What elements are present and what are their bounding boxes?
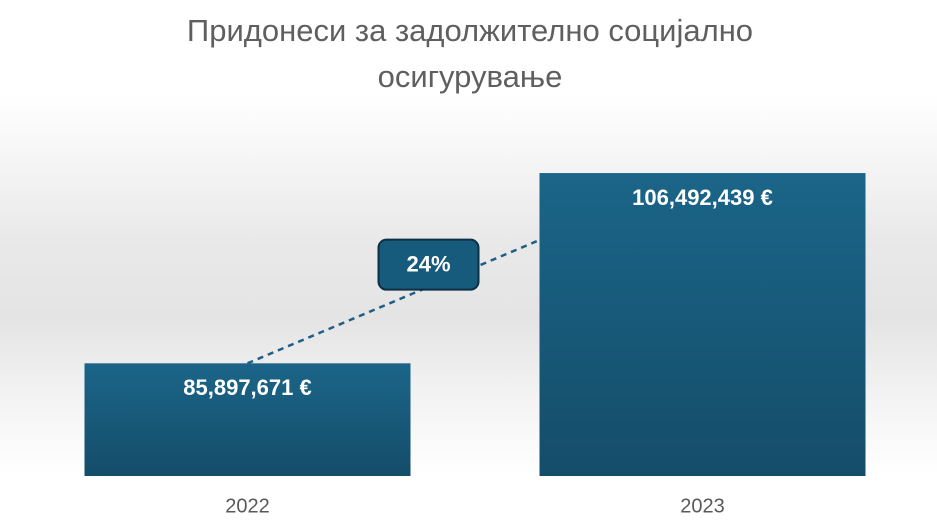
- annotation: 24%: [406, 251, 450, 276]
- x-tick-label: 2022: [225, 495, 270, 517]
- bar: [84, 363, 411, 476]
- connector: [247, 238, 540, 365]
- value-label: 85,897,671 €: [183, 375, 311, 400]
- bar: [539, 173, 866, 476]
- annotation-box: [377, 238, 480, 291]
- x-tick-label: 2023: [680, 495, 725, 517]
- value-label: 106,492,439 €: [632, 185, 773, 210]
- chart-title: Придонеси за задолжително социјално осиг…: [186, 13, 754, 94]
